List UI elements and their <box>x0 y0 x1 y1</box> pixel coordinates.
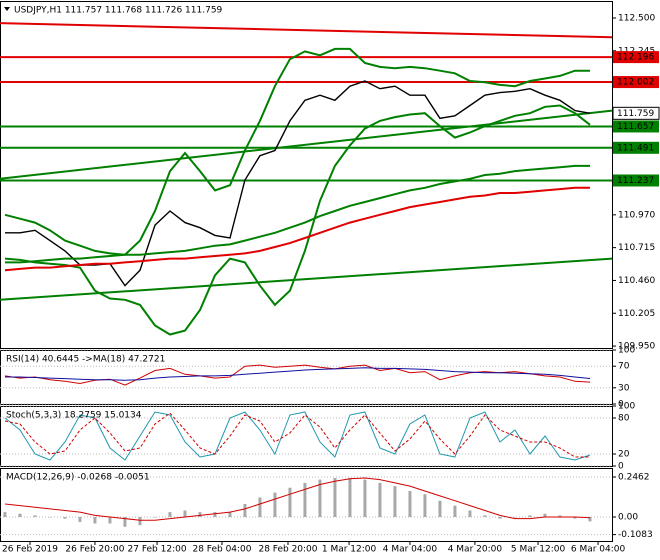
trend-line <box>0 257 613 301</box>
histogram-bar <box>408 490 412 517</box>
histogram-bar <box>123 516 127 527</box>
panel-title: MACD(12,26,9) -0.0268 -0.0051 <box>6 473 150 483</box>
panel-title: RSI(14) 40.6445 ->MA(18) 47.2721 <box>6 355 165 365</box>
histogram-bar <box>333 477 337 517</box>
histogram-bar <box>258 497 262 517</box>
histogram-bar <box>183 510 187 517</box>
histogram-bar <box>63 516 67 519</box>
series-line <box>4 411 591 461</box>
histogram-bar <box>3 512 7 517</box>
y-tick-label: 112.500 <box>618 13 655 23</box>
x-tick-label: 6 Mar 04:00 <box>571 545 626 555</box>
y-tick-label: 100 <box>618 346 635 356</box>
histogram-bar <box>318 479 322 517</box>
y-tick-label: -0.1083 <box>618 530 653 540</box>
histogram-bar <box>138 516 142 526</box>
panel-title: USDJPY,H1 111.757 111.768 111.726 111.75… <box>14 6 223 16</box>
series-line <box>5 164 590 264</box>
series-line <box>4 47 590 256</box>
level-tag <box>613 76 659 89</box>
y-tick-label: 0.00 <box>618 512 638 522</box>
x-tick-label: 26 Feb 20:00 <box>65 545 124 555</box>
histogram-bar <box>48 516 52 518</box>
histogram-bar <box>348 477 352 517</box>
histogram-bar <box>543 513 547 517</box>
level-tag <box>613 174 659 187</box>
y-tick-label: 20 <box>618 450 630 460</box>
y-tick-label: 0.2462 <box>618 472 650 482</box>
x-tick-label: 28 Feb 04:00 <box>192 545 251 555</box>
y-tick-label: 100 <box>618 402 635 412</box>
histogram-bar <box>153 516 157 518</box>
y-tick-label: 30 <box>618 383 630 393</box>
level-label: 111.657 <box>617 122 654 132</box>
histogram-bar <box>378 482 382 517</box>
histogram-bar <box>453 505 457 517</box>
y-tick-label: 110.970 <box>618 210 655 220</box>
y-tick-label: 0 <box>618 400 624 410</box>
y-tick-label: 110.715 <box>618 243 655 253</box>
histogram-bar <box>573 516 577 519</box>
x-tick-label: 26 Feb 2019 <box>2 545 58 555</box>
series-line <box>5 367 591 381</box>
panel-frame <box>0 1 613 349</box>
y-tick-label: 0 <box>618 462 624 472</box>
x-tick-label: 4 Mar 20:00 <box>448 545 503 555</box>
trend-line <box>0 22 613 39</box>
y-tick-label: 70 <box>618 362 630 372</box>
histogram-bar <box>528 515 532 517</box>
price-label: 111.759 <box>617 109 654 119</box>
x-tick-label: 1 Mar 12:00 <box>322 545 377 555</box>
histogram-bar <box>243 503 247 517</box>
y-tick-label: 109.950 <box>618 342 655 352</box>
panel-title: Stoch(5,3,3) 18.2759 15.0134 <box>6 411 142 421</box>
histogram-bar <box>108 516 112 524</box>
panel-frame <box>0 468 613 542</box>
level-label: 111.237 <box>617 176 654 186</box>
histogram-bar <box>513 516 517 518</box>
histogram-bar <box>198 512 202 517</box>
histogram-bar <box>438 500 442 517</box>
menu-icon <box>4 7 10 11</box>
level-tag <box>613 51 659 64</box>
histogram-bar <box>498 516 502 519</box>
x-tick-label: 27 Feb 12:00 <box>128 545 187 555</box>
histogram-bar <box>78 516 82 522</box>
histogram-bar <box>18 513 22 517</box>
histogram-bar <box>423 494 427 517</box>
histogram-bar <box>588 516 592 522</box>
histogram-bar <box>228 512 232 517</box>
histogram-bar <box>273 492 277 517</box>
y-tick-label: 80 <box>618 414 630 424</box>
histogram-bar <box>483 515 487 517</box>
histogram-bar <box>93 516 97 524</box>
histogram-bar <box>33 515 37 517</box>
trend-line <box>0 109 613 180</box>
series-line <box>4 412 590 458</box>
level-tag <box>613 141 659 154</box>
histogram-bar <box>558 515 562 517</box>
histogram-bar <box>288 487 292 517</box>
histogram-bar <box>363 479 367 517</box>
level-label: 111.491 <box>617 143 654 153</box>
series-line <box>4 104 591 336</box>
series-line <box>4 477 591 521</box>
histogram-bar <box>168 512 172 517</box>
level-label: 112.196 <box>617 53 654 63</box>
level-label: 112.002 <box>617 78 654 88</box>
y-tick-label: 110.460 <box>618 276 655 286</box>
y-tick-label: 110.205 <box>618 309 655 319</box>
histogram-bar <box>213 512 217 517</box>
x-tick-label: 28 Feb 20:00 <box>258 545 317 555</box>
price-tag <box>612 106 660 120</box>
x-tick-label: 5 Mar 12:00 <box>511 545 566 555</box>
histogram-bar <box>468 510 472 517</box>
histogram-bar <box>393 486 397 517</box>
level-tag <box>613 120 659 133</box>
x-tick-label: 4 Mar 04:00 <box>383 545 438 555</box>
histogram-bar <box>303 482 307 517</box>
series-line <box>4 186 590 272</box>
